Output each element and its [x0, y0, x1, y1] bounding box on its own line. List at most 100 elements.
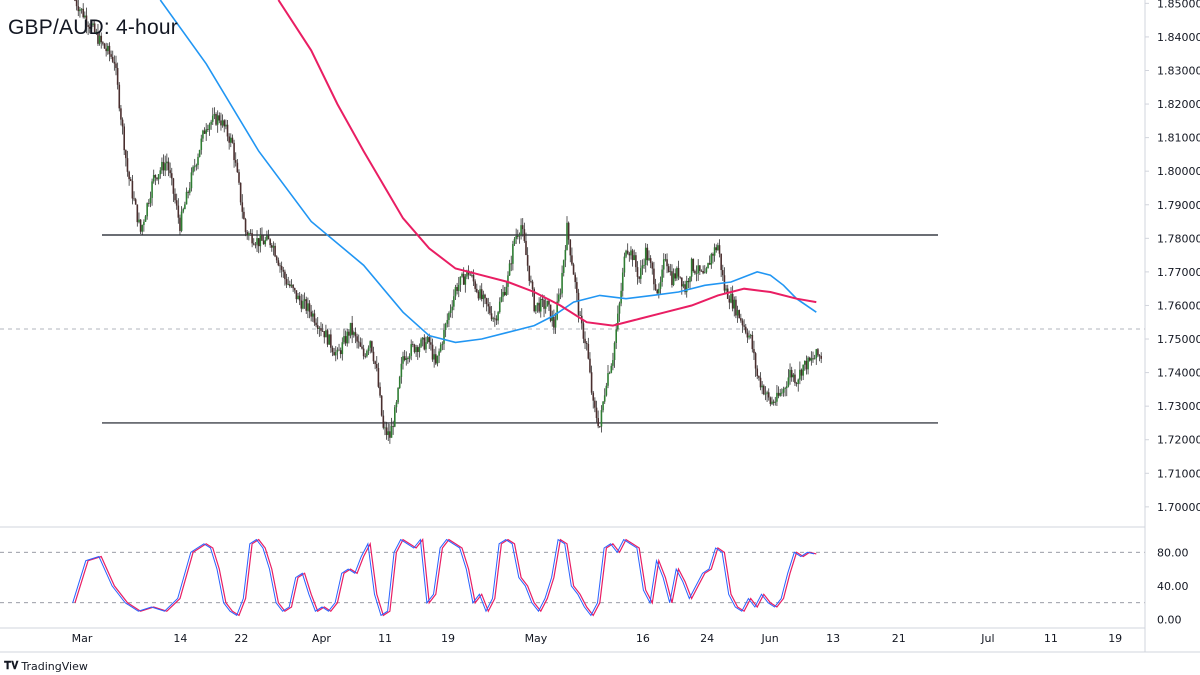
candle-body — [361, 346, 363, 349]
candle-body — [456, 287, 458, 291]
candle-body — [802, 364, 804, 376]
date-tick-label: May — [525, 632, 548, 645]
candle-body — [179, 217, 181, 231]
candle-body — [702, 270, 704, 274]
candle-body — [372, 351, 375, 362]
candle-body — [143, 221, 145, 226]
date-tick-label: 22 — [234, 632, 248, 645]
candle-body — [449, 310, 452, 313]
candle-body — [818, 355, 821, 357]
candle-body — [382, 415, 385, 428]
candle-body — [300, 300, 303, 309]
candle-body — [587, 343, 590, 359]
candle-body — [387, 431, 390, 435]
candle-body — [451, 306, 453, 311]
candle-body — [348, 331, 350, 336]
stochastic-d-line — [74, 538, 817, 617]
candle-body — [287, 284, 289, 285]
tradingview-watermark: 𝐓𝐕 TradingView — [4, 659, 88, 673]
candle-body — [572, 264, 575, 275]
candle-body — [454, 287, 457, 297]
candle-body — [692, 258, 695, 272]
candle-body — [579, 314, 581, 316]
candle-body — [315, 322, 317, 326]
candle-body — [503, 291, 506, 296]
candle-body — [472, 275, 475, 282]
candle-body — [576, 282, 578, 293]
candle-body — [177, 205, 180, 218]
candle-body — [790, 369, 793, 378]
candle-body — [666, 259, 668, 267]
candle-body — [754, 353, 757, 369]
candle-body — [433, 354, 435, 360]
candle-body — [200, 138, 203, 150]
candle-body — [559, 293, 562, 295]
candle-body — [326, 330, 329, 345]
candle-body — [357, 341, 360, 343]
candle-body — [457, 284, 460, 291]
candle-body — [192, 166, 194, 173]
candle-body — [187, 191, 189, 193]
price-tick-label: 1.80000 — [1157, 165, 1200, 178]
candle-body — [336, 349, 339, 353]
candle-body — [282, 269, 285, 272]
candle-body — [402, 356, 404, 364]
candle-body — [523, 229, 526, 241]
candle-body — [421, 337, 424, 340]
candle-body — [293, 288, 296, 291]
candle-body — [298, 295, 301, 301]
candle-body — [290, 284, 293, 287]
candle-body — [469, 274, 472, 276]
candle-body — [323, 331, 326, 338]
candle-body — [279, 265, 281, 267]
candle-body — [817, 349, 819, 356]
candle-body — [392, 426, 394, 427]
candle-body — [441, 343, 444, 345]
candle-body — [149, 197, 152, 204]
candle-body — [648, 258, 650, 261]
candle-body — [272, 245, 275, 248]
candle-body — [646, 247, 649, 261]
candle-body — [462, 273, 465, 285]
candle-body — [544, 306, 547, 309]
candle-body — [448, 312, 450, 321]
candle-body — [195, 165, 198, 167]
candle-body — [764, 393, 767, 395]
candle-body — [169, 170, 171, 174]
candle-body — [717, 245, 719, 251]
candle-body — [736, 310, 739, 316]
candle-body — [208, 124, 211, 130]
candle-body — [384, 427, 386, 429]
candle-body — [594, 400, 596, 408]
candle-body — [280, 265, 283, 270]
candle-body — [638, 276, 640, 279]
candle-body — [129, 179, 132, 181]
candle-body — [502, 291, 504, 297]
candle-body — [302, 301, 304, 309]
candle-body — [95, 31, 98, 33]
candle-body — [172, 178, 175, 194]
candle-body — [266, 235, 268, 240]
candle-body — [730, 293, 732, 303]
candle-body — [184, 204, 186, 210]
candle-body — [333, 352, 335, 356]
candle-body — [741, 320, 744, 326]
price-tick-label: 1.81000 — [1157, 132, 1200, 145]
candle-body — [310, 311, 312, 317]
candle-body — [592, 392, 595, 401]
candle-body — [815, 349, 818, 359]
stochastic-oscillator — [0, 538, 1145, 617]
candle-body — [325, 330, 327, 338]
candle-body — [515, 235, 517, 239]
candle-body — [738, 310, 740, 319]
candle-body — [546, 300, 549, 307]
date-tick-label: Mar — [72, 632, 93, 645]
candle-body — [75, 0, 78, 7]
candle-body — [776, 392, 778, 402]
candle-body — [569, 239, 572, 256]
candle-body — [644, 247, 647, 265]
candle-body — [446, 320, 449, 324]
candle-body — [190, 172, 193, 189]
candle-body — [699, 265, 701, 271]
